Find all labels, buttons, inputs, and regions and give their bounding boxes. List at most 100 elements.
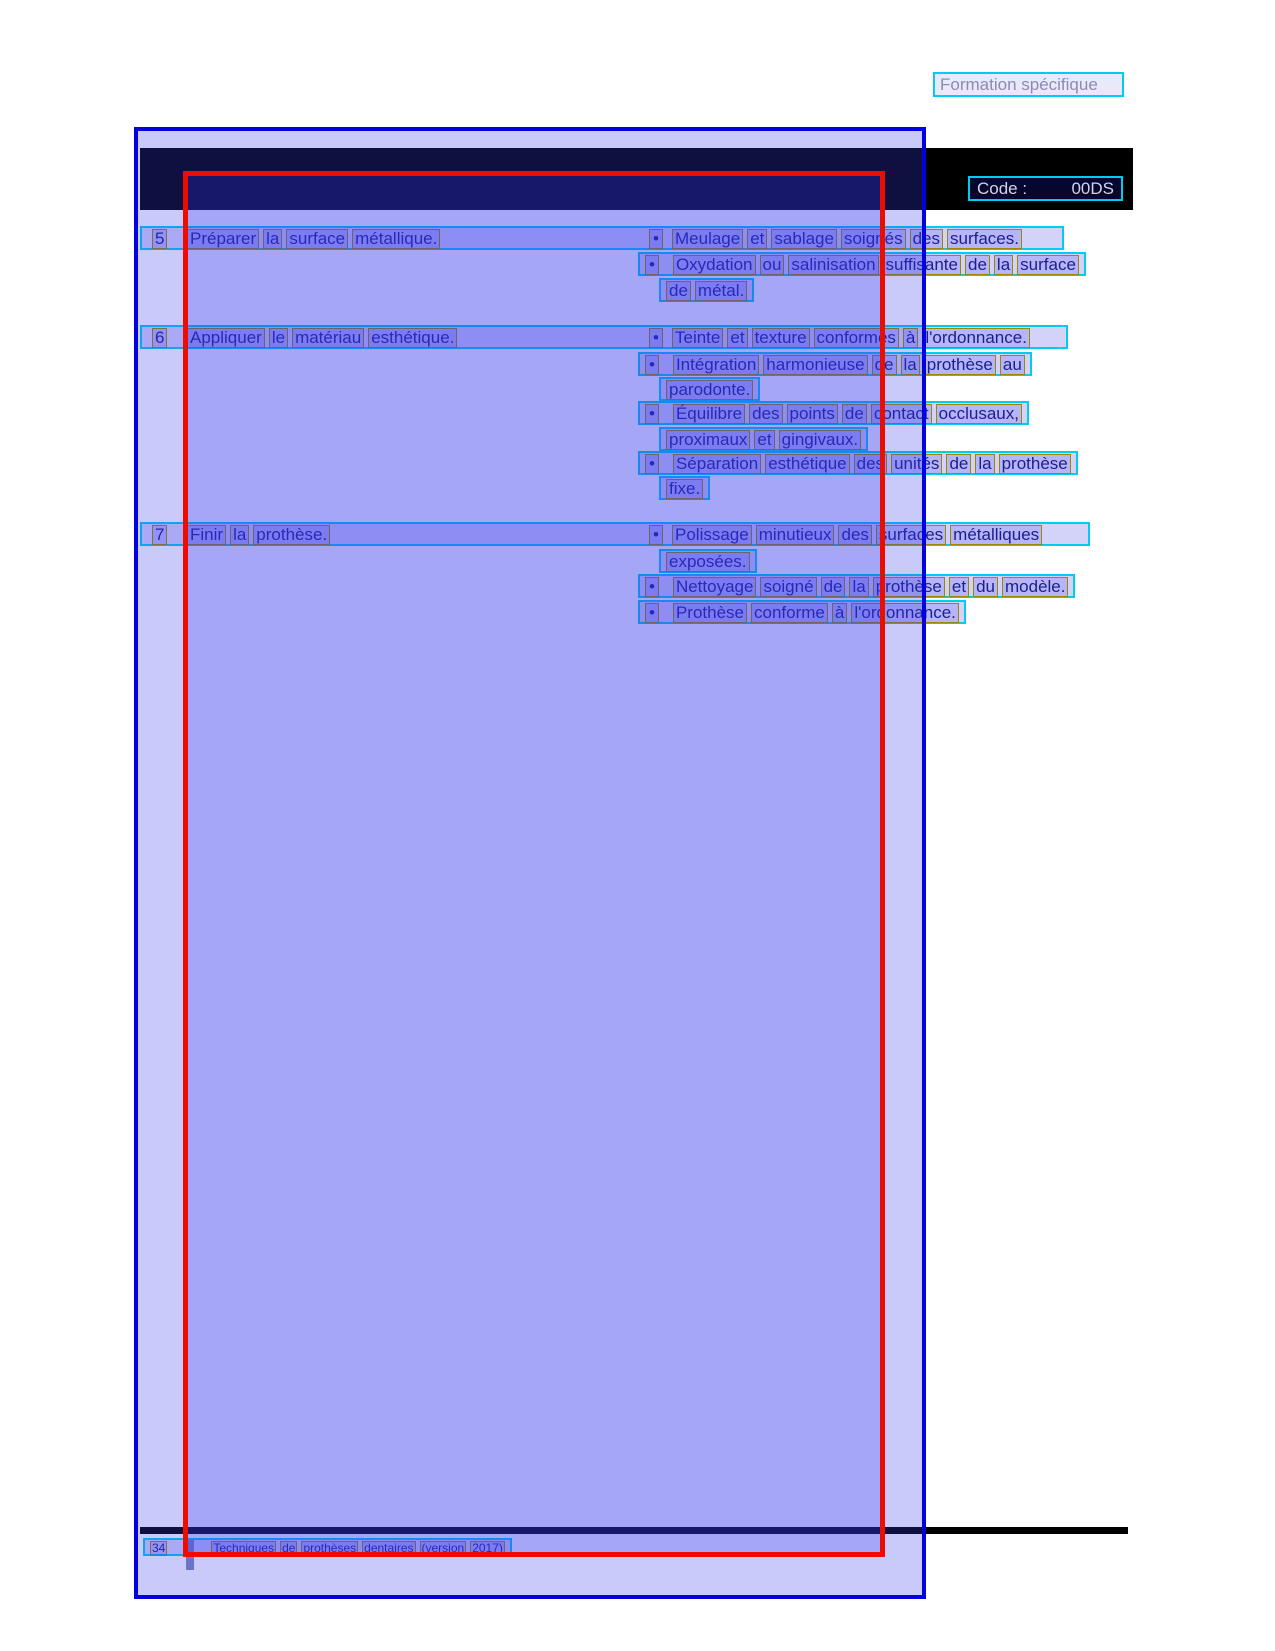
selection-rectangle-red[interactable] — [183, 171, 885, 1557]
bullet-icon: • — [645, 454, 659, 474]
ocr-word: (version — [419, 1541, 467, 1556]
ocr-line-segment: • — [647, 525, 675, 545]
ocr-word: la — [263, 229, 283, 249]
ocr-word: et — [727, 328, 748, 348]
ocr-word: métal. — [694, 281, 748, 301]
code-label: Code : — [977, 179, 1028, 198]
ocr-word: salinisation — [788, 255, 879, 275]
ocr-line: • Nettoyage soigné de la prothèse et du modèle. — [638, 574, 1076, 598]
ocr-word: surfaces. — [947, 229, 1022, 249]
ocr-line: 6 Appliquer le matériau esthétique. • Teinte et… — [140, 325, 1068, 349]
ocr-word: 6 — [152, 328, 168, 348]
ocr-word: du — [973, 577, 998, 597]
ocr-word: surfaces — [875, 525, 947, 545]
ocr-word: conforme — [751, 603, 828, 623]
ocr-line-segment: Appliquer le matériau esthétique. — [185, 328, 459, 348]
bullet-icon: • — [649, 525, 663, 545]
ocr-word: de — [280, 1541, 298, 1556]
ocr-word: minutieux — [755, 525, 835, 545]
ocr-word: proximaux — [666, 430, 751, 450]
bullet-icon: • — [645, 355, 659, 375]
ocr-word: de — [841, 404, 867, 424]
code-field: Code : 00DS — [968, 176, 1123, 201]
ocr-word: esthétique — [765, 454, 850, 474]
ocr-line-segment: Finir la prothèse. — [185, 525, 332, 545]
ocr-line-segment: • — [647, 328, 675, 348]
ocr-word: de — [820, 577, 846, 597]
ocr-word: des — [909, 229, 943, 249]
ocr-word: ou — [759, 255, 785, 275]
ocr-word: 5 — [152, 229, 168, 249]
ocr-line: 5 Préparer la surface métallique. • Meulage et s… — [140, 226, 1064, 250]
ocr-word: Équilibre — [672, 404, 746, 424]
ocr-word: prothèse — [872, 577, 945, 597]
ocr-word: Teinte — [672, 328, 724, 348]
ocr-word: le — [268, 328, 289, 348]
ocr-word: points — [786, 404, 838, 424]
text-cursor — [186, 1540, 194, 1570]
ocr-line: • Séparation esthétique des unités de la prothè… — [638, 451, 1078, 475]
bullet-icon: • — [649, 328, 663, 348]
ocr-word: Prothèse — [672, 603, 747, 623]
ocr-word: l'ordonnance. — [922, 328, 1030, 348]
ocr-line: exposées. — [659, 549, 757, 573]
ocr-word: soignés — [840, 229, 906, 249]
ocr-word: de — [871, 355, 897, 375]
bullet-icon: • — [645, 577, 659, 597]
ocr-line: • Prothèse conforme à l'ordonnance. — [638, 600, 966, 624]
ocr-line-segment: 5 — [150, 229, 169, 249]
ocr-word: sablage — [771, 229, 837, 249]
ocr-word: à — [902, 328, 919, 348]
bullet-icon: • — [645, 255, 659, 275]
ocr-word: la — [993, 255, 1014, 275]
ocr-word: Polissage — [672, 525, 752, 545]
ocr-word: exposées. — [666, 552, 750, 572]
ocr-word: Nettoyage — [672, 577, 757, 597]
code-value: 00DS — [1071, 179, 1114, 198]
ocr-line: de métal. — [659, 278, 755, 302]
ocr-word: l'ordonnance. — [851, 603, 959, 623]
ocr-word: surface — [1017, 255, 1079, 275]
ocr-word: de — [666, 281, 691, 301]
ocr-word: harmonieuse — [763, 355, 868, 375]
bullet-icon: • — [649, 229, 663, 249]
ocr-line-segment: Polissage minutieux des surfaces métalliques — [670, 525, 1044, 545]
ocr-word: Meulage — [672, 229, 744, 249]
ocr-word: gingivaux. — [778, 430, 862, 450]
ocr-word: à — [831, 603, 848, 623]
ocr-word: et — [754, 430, 775, 450]
document-title-bar — [140, 148, 1133, 210]
ocr-word: soigné — [760, 577, 817, 597]
ocr-line-segment: Préparer la surface métallique. — [185, 229, 442, 249]
ocr-word: 34 — [150, 1541, 168, 1556]
ocr-word: parodonte. — [666, 380, 754, 400]
ocr-word: la — [975, 454, 995, 474]
ocr-word: Techniques — [211, 1541, 277, 1556]
ocr-word: modèle. — [1002, 577, 1069, 597]
ocr-line: • Intégration harmonieuse de la prothèse au — [638, 352, 1032, 376]
ocr-line-segment: 6 — [150, 328, 169, 348]
ocr-word: métalliques — [950, 525, 1043, 545]
ocr-word: et — [747, 229, 768, 249]
ocr-line: proximaux et gingivaux. — [659, 427, 869, 451]
ocr-word: prothèse — [998, 454, 1071, 474]
ocr-word: Oxydation — [672, 255, 756, 275]
ocr-line-segment: Meulage et sablage soignés des surfaces. — [670, 229, 1024, 249]
ocr-word: des — [853, 454, 888, 474]
ocr-line: parodonte. — [659, 377, 761, 401]
ocr-line: fixe. — [659, 476, 711, 500]
ocr-word: texture — [751, 328, 810, 348]
ocr-word: suffisante — [882, 255, 961, 275]
footer-separator-line — [140, 1527, 1128, 1534]
bullet-icon: • — [645, 603, 659, 623]
ocr-word: Séparation — [672, 454, 762, 474]
ocr-word: Préparer — [187, 229, 260, 249]
ocr-word: surface — [286, 229, 349, 249]
ocr-word: dentaires — [362, 1541, 416, 1556]
ocr-line: • Oxydation ou salinisation suffisante de la su… — [638, 252, 1086, 276]
ocr-word: prothèse. — [253, 525, 331, 545]
ocr-word: unités — [891, 454, 943, 474]
ocr-word: conformes — [813, 328, 899, 348]
ocr-word: métallique. — [352, 229, 441, 249]
